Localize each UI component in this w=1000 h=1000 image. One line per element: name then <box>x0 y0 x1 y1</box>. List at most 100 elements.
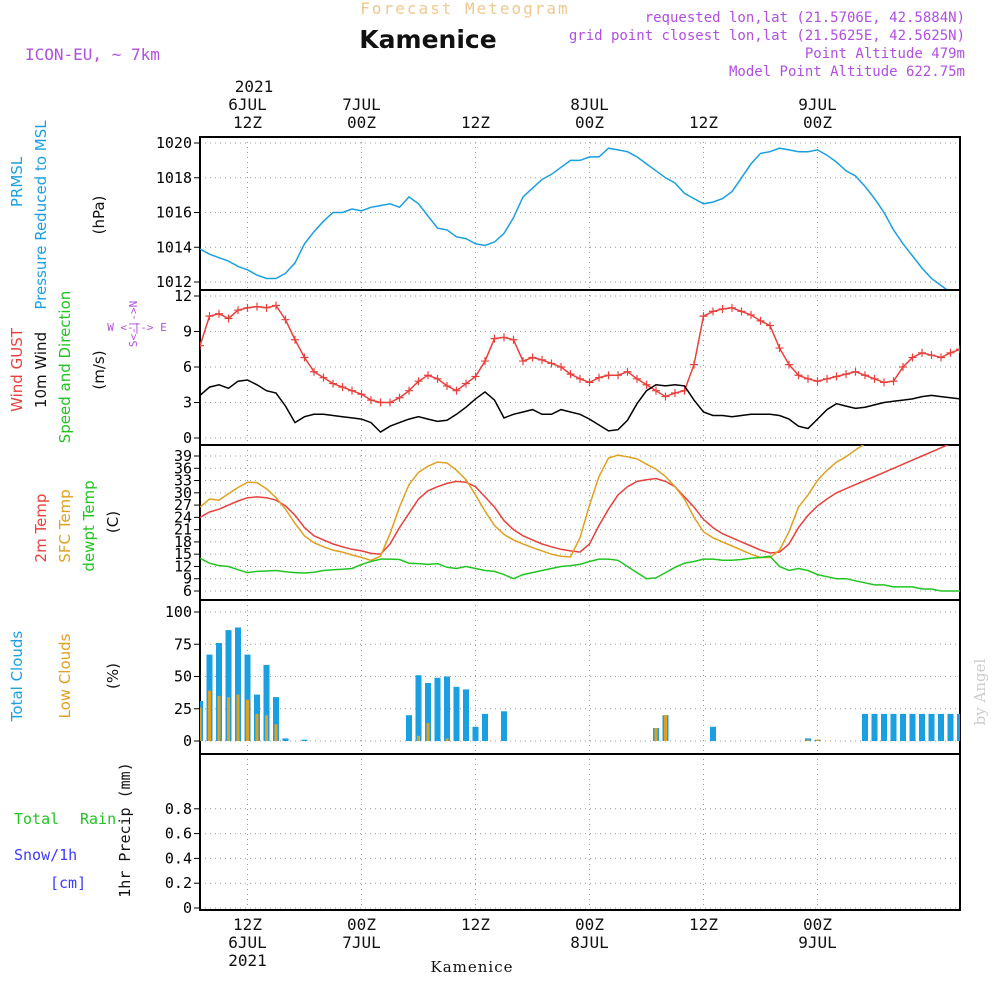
y-tick-label: 0.2 <box>165 874 192 892</box>
bottom-time-label: 8JUL <box>570 933 609 952</box>
gust-marker <box>243 303 252 312</box>
bar-low-clouds <box>664 715 667 741</box>
gust-marker <box>661 392 670 401</box>
bar-total-clouds <box>273 697 279 741</box>
wind-panel: 0 3 6 9 12 <box>174 287 961 447</box>
gust-marker <box>709 307 717 316</box>
gust-marker <box>794 371 803 380</box>
label-sfc-temp: SFC Temp <box>56 489 74 562</box>
bar-total-clouds <box>890 713 897 741</box>
y-tick-label: 0.4 <box>165 849 192 867</box>
y-tick-label: 6 <box>183 358 192 376</box>
gust-marker <box>699 312 708 321</box>
label-speed-direction: Speed and Direction <box>56 291 74 444</box>
gust-marker <box>861 371 869 380</box>
gust-marker <box>310 367 318 376</box>
gust-marker <box>918 348 926 357</box>
gust-marker <box>908 353 917 362</box>
gust-marker <box>205 312 214 321</box>
y-tick-label: 100 <box>165 603 192 621</box>
y-tick-label: 1018 <box>156 169 192 187</box>
label-snow: Snow/1h <box>14 846 77 864</box>
pressure-labels: PRMSL Pressure Reduced to MSL (hPa) <box>8 120 108 310</box>
gridpoint-coords: grid point closest lon,lat (21.5625E, 42… <box>569 28 965 44</box>
gust-marker <box>595 373 603 382</box>
bar-total-clouds <box>919 713 925 741</box>
y-tick-label: 39 <box>174 447 192 465</box>
series-line-wind-gust <box>200 304 960 404</box>
bar-total-clouds <box>282 738 289 741</box>
gust-marker <box>737 307 746 316</box>
bar-total-clouds <box>453 686 460 741</box>
bar-total-clouds <box>928 713 935 741</box>
gust-marker <box>253 302 261 311</box>
top-time-label: 12Z <box>689 113 718 132</box>
bar-total-clouds <box>938 713 944 741</box>
bottom-time-label: 12Z <box>233 915 262 934</box>
bar-low-clouds <box>265 715 268 741</box>
gust-marker <box>832 372 841 381</box>
y-tick-label: 1012 <box>156 273 192 291</box>
gust-marker <box>956 345 960 354</box>
gust-marker <box>443 381 451 390</box>
gust-marker <box>747 310 755 319</box>
label-10m-wind: 10m Wind <box>32 332 50 408</box>
label-cm: [cm] <box>50 874 86 892</box>
y-tick-label: 0.8 <box>165 800 192 818</box>
gust-marker <box>547 359 556 368</box>
y-tick-label: 36 <box>174 459 192 477</box>
gust-marker <box>889 377 898 386</box>
gust-marker <box>395 393 404 402</box>
label-percent: (%) <box>104 663 122 689</box>
bar-total-clouds <box>472 726 479 741</box>
meteogram-location-title: Kamenice <box>359 25 496 54</box>
bar-total-clouds <box>871 713 878 741</box>
gust-marker <box>870 374 879 383</box>
label-dir-sn: S<-|->N <box>127 301 140 347</box>
bar-low-clouds <box>217 695 221 741</box>
gust-marker <box>718 305 727 314</box>
y-tick-label: 12 <box>174 557 192 575</box>
gust-marker <box>376 398 385 407</box>
meteogram-subtitle: Forecast Meteogram <box>360 0 569 18</box>
label-dir-we: W <-|-> E <box>107 321 167 334</box>
label-ms: (m/s) <box>90 350 108 389</box>
gust-marker <box>623 367 632 376</box>
gust-marker <box>946 348 955 357</box>
gust-marker <box>671 389 679 398</box>
y-tick-label: 3 <box>183 394 192 412</box>
bar-low-clouds <box>816 739 819 741</box>
clouds-labels: Total Clouds Low Clouds (%) <box>8 631 122 723</box>
gust-marker <box>300 353 309 362</box>
bar-low-clouds <box>417 735 420 741</box>
gust-marker <box>785 360 793 369</box>
gust-marker <box>519 357 527 366</box>
gust-marker <box>200 341 204 350</box>
top-time-label: 9JUL <box>798 95 837 114</box>
gust-marker <box>424 371 432 380</box>
y-tick-label: 18 <box>174 533 192 551</box>
bar-total-clouds <box>900 713 906 741</box>
gust-marker <box>937 353 945 362</box>
series-line-dewpt-temp <box>200 555 960 592</box>
bar-total-clouds <box>463 689 469 741</box>
label-2m-temp: 2m Temp <box>32 494 50 563</box>
gust-marker <box>234 306 242 315</box>
bottom-time-label: 12Z <box>689 915 718 934</box>
bar-total-clouds <box>957 713 960 741</box>
gust-marker <box>576 374 584 383</box>
footer-location: Kamenice <box>431 958 514 976</box>
precip-labels: Total Rain Snow/1h [cm] 1hr Precip (mm) <box>14 762 134 897</box>
gust-marker <box>357 390 366 399</box>
label-hpa: (hPa) <box>90 196 108 235</box>
top-time-label: 00Z <box>803 113 832 132</box>
gust-marker <box>414 377 423 386</box>
top-time-label: 6JUL <box>228 95 267 114</box>
bottom-time-label: 00Z <box>803 915 832 934</box>
bar-total-clouds <box>482 713 488 741</box>
y-tick-label: 33 <box>174 472 192 490</box>
